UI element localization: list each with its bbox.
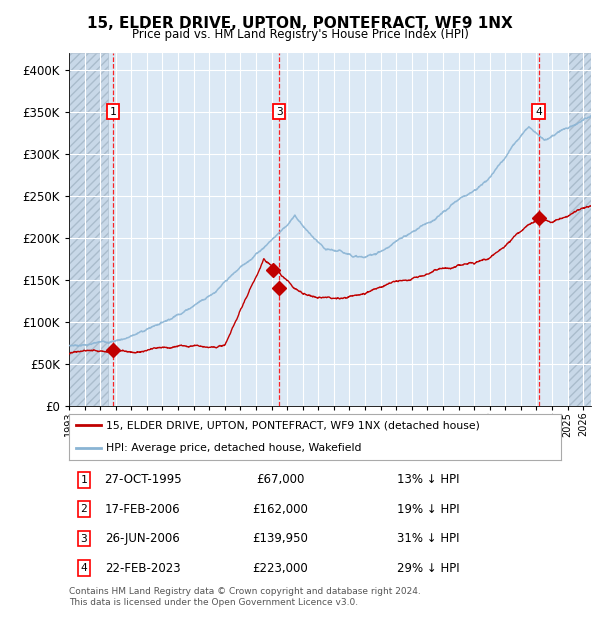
Text: 22-FEB-2023: 22-FEB-2023: [105, 562, 181, 575]
Text: Contains HM Land Registry data © Crown copyright and database right 2024.: Contains HM Land Registry data © Crown c…: [69, 587, 421, 596]
Text: £67,000: £67,000: [256, 473, 305, 486]
Text: 15, ELDER DRIVE, UPTON, PONTEFRACT, WF9 1NX: 15, ELDER DRIVE, UPTON, PONTEFRACT, WF9 …: [87, 16, 513, 30]
Text: Price paid vs. HM Land Registry's House Price Index (HPI): Price paid vs. HM Land Registry's House …: [131, 28, 469, 41]
Text: 27-OCT-1995: 27-OCT-1995: [104, 473, 182, 486]
Text: 1: 1: [80, 475, 87, 485]
Text: 17-FEB-2006: 17-FEB-2006: [105, 503, 181, 516]
Text: 31% ↓ HPI: 31% ↓ HPI: [397, 532, 460, 545]
Text: 3: 3: [276, 107, 283, 117]
Text: 15, ELDER DRIVE, UPTON, PONTEFRACT, WF9 1NX (detached house): 15, ELDER DRIVE, UPTON, PONTEFRACT, WF9 …: [106, 420, 480, 430]
Text: 29% ↓ HPI: 29% ↓ HPI: [397, 562, 460, 575]
Text: £162,000: £162,000: [253, 503, 308, 516]
Text: 4: 4: [535, 107, 542, 117]
Text: 13% ↓ HPI: 13% ↓ HPI: [397, 473, 460, 486]
Text: 2: 2: [80, 504, 87, 514]
Text: £139,950: £139,950: [253, 532, 308, 545]
Text: 26-JUN-2006: 26-JUN-2006: [106, 532, 180, 545]
Text: 1: 1: [110, 107, 116, 117]
Text: 3: 3: [80, 534, 87, 544]
Text: HPI: Average price, detached house, Wakefield: HPI: Average price, detached house, Wake…: [106, 443, 361, 453]
Text: £223,000: £223,000: [253, 562, 308, 575]
Bar: [568, 53, 591, 406]
Text: This data is licensed under the Open Government Licence v3.0.: This data is licensed under the Open Gov…: [69, 598, 358, 608]
Bar: [69, 53, 108, 406]
Text: 19% ↓ HPI: 19% ↓ HPI: [397, 503, 460, 516]
Text: 4: 4: [80, 563, 87, 573]
